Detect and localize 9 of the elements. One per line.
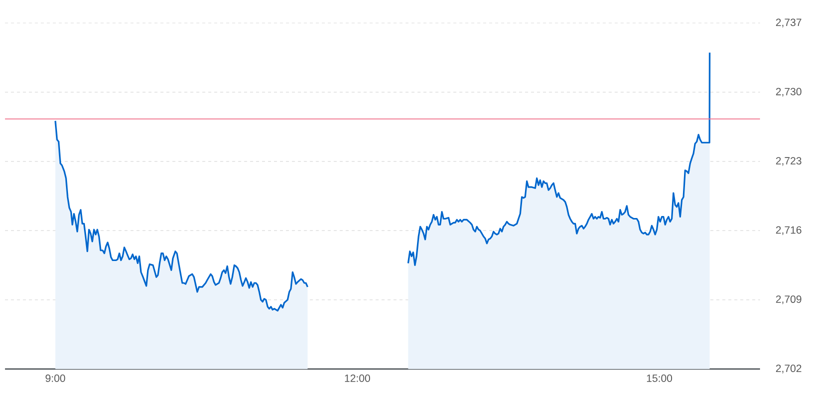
x-tick-label: 9:00	[46, 374, 66, 382]
y-tick-label: 2,737	[776, 18, 802, 28]
y-tick-label: 2,702	[776, 364, 802, 374]
x-tick-label: 15:00	[647, 374, 672, 382]
y-tick-label: 2,709	[776, 295, 802, 304]
x-tick-label: 12:00	[344, 374, 370, 382]
y-tick-label: 2,723	[776, 157, 802, 166]
y-tick-label: 2,730	[776, 88, 802, 97]
y-tick-label: 2,716	[776, 226, 802, 235]
